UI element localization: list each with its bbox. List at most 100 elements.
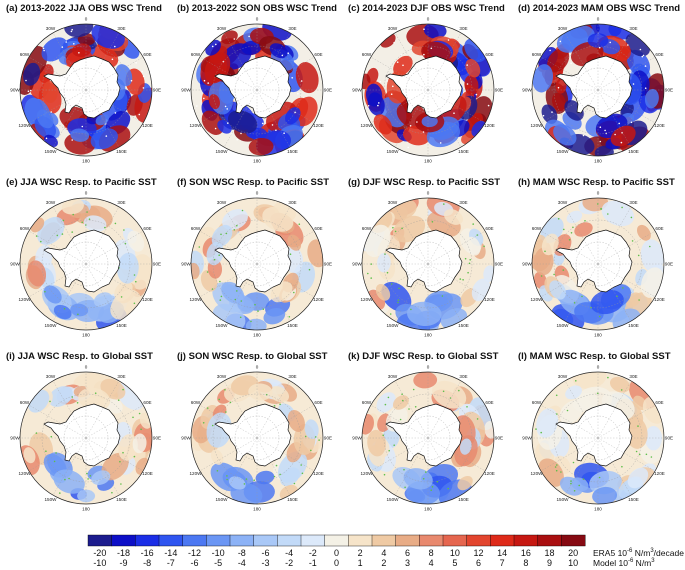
significance-dot — [71, 231, 73, 233]
significance-dot — [638, 299, 640, 301]
significance-dot — [236, 224, 238, 227]
meridian-line — [597, 437, 656, 472]
meridian-line — [85, 263, 144, 298]
significance-dot — [620, 389, 623, 391]
meridian-line — [85, 437, 120, 496]
wsc-anomaly-patch — [392, 215, 426, 243]
meridian-line — [370, 263, 429, 298]
significance-dot — [620, 141, 623, 144]
wsc-anomaly-patch — [609, 376, 631, 393]
map-border — [190, 371, 324, 505]
meridian-line — [85, 206, 120, 265]
meridian-line — [223, 263, 258, 322]
wsc-anomaly-patch — [640, 239, 664, 273]
significance-dot — [557, 86, 560, 89]
longitude-label: 120W — [18, 123, 31, 128]
wsc-anomaly-patch — [465, 236, 481, 256]
wsc-anomaly-patch — [262, 206, 294, 232]
significance-dot — [639, 48, 642, 51]
significance-dot — [273, 405, 276, 407]
meridian-line — [540, 89, 599, 124]
colorbar-tick-model: 3 — [404, 558, 410, 568]
longitude-label: 30E — [117, 200, 125, 205]
wsc-anomaly-patch — [48, 386, 73, 407]
significance-dot — [555, 394, 558, 397]
meridian-line — [427, 230, 486, 265]
significance-dot — [240, 132, 242, 135]
longitude-label: 90W — [352, 262, 362, 267]
meridian-line — [256, 437, 315, 472]
significance-dot — [572, 461, 575, 464]
longitude-label: 60W — [191, 226, 201, 231]
significance-dot — [402, 64, 404, 67]
significance-dot — [401, 227, 403, 230]
longitude-label: 90W — [181, 436, 191, 441]
longitude-label: 120E — [142, 297, 153, 302]
significance-dot — [236, 290, 238, 292]
significance-dot — [367, 105, 370, 107]
significance-dot — [392, 226, 394, 229]
wsc-anomaly-patch — [547, 48, 570, 73]
longitude-label: 180 — [82, 159, 90, 164]
significance-dot — [81, 221, 83, 224]
wsc-anomaly-patch — [627, 467, 649, 489]
significance-dot — [566, 409, 569, 412]
wsc-anomaly-patch — [132, 433, 147, 454]
significance-dot — [570, 232, 573, 234]
longitude-label: 30E — [117, 374, 125, 379]
colorbar-swatch — [419, 534, 444, 547]
meridian-line — [370, 230, 429, 265]
significance-dot — [377, 104, 379, 107]
significance-dot — [233, 229, 236, 231]
colorbar-tick-model: -9 — [119, 558, 128, 568]
meridian-line — [370, 56, 429, 91]
antarctica-coastline — [385, 229, 463, 293]
wsc-anomaly-patch — [221, 281, 245, 304]
wsc-anomaly-patch — [90, 128, 118, 150]
wsc-anomaly-patch — [280, 467, 300, 487]
colorbar-tick-model: 0 — [333, 558, 339, 568]
meridian-line — [597, 404, 656, 439]
wsc-anomaly-patch — [91, 470, 111, 485]
colorbar-tick-era5: -18 — [116, 548, 130, 558]
longitude-label: 90E — [665, 436, 673, 441]
colorbar-swatch — [348, 534, 373, 547]
longitude-label: 120W — [360, 471, 373, 476]
panel-title-g: (g) DJF WSC Resp. to Pacific SST — [348, 177, 501, 188]
significance-dot — [423, 53, 425, 56]
map-border — [190, 197, 324, 331]
significance-dot — [262, 308, 265, 310]
significance-dot — [622, 287, 624, 289]
significance-dot — [226, 478, 228, 481]
meridian-line — [427, 437, 486, 472]
colorbar-tick-era5: 12 — [473, 548, 484, 558]
wsc-anomaly-patch — [269, 386, 290, 403]
significance-dot — [219, 280, 221, 283]
latitude-circle — [553, 45, 643, 135]
wsc-anomaly-patch — [592, 486, 618, 504]
panel-title-d: (d) 2014-2023 MAM OBS WSC Trend — [518, 3, 681, 14]
wsc-anomaly-patch — [210, 449, 224, 465]
significance-dot — [141, 70, 143, 73]
panel-title-h: (h) MAM WSC Resp. to Pacific SST — [518, 177, 675, 188]
significance-dot — [211, 424, 214, 427]
longitude-label: 60W — [20, 52, 30, 57]
significance-dot — [431, 221, 434, 223]
longitude-label: 60W — [20, 400, 30, 405]
wsc-anomaly-patch — [364, 224, 391, 258]
significance-dot — [598, 315, 601, 318]
meridian-line — [564, 437, 599, 496]
significance-dot — [422, 478, 425, 480]
longitude-label: 150W — [556, 323, 569, 328]
significance-dot — [279, 473, 281, 476]
longitude-label: 30W — [46, 374, 56, 379]
significance-dot — [253, 479, 255, 481]
meridian-line — [199, 404, 258, 439]
longitude-label: 30W — [217, 26, 227, 31]
longitude-label: 30E — [288, 200, 296, 205]
colorbar-tick-era5: -4 — [285, 548, 294, 558]
significance-dot — [206, 407, 209, 409]
significance-dot — [563, 228, 565, 231]
meridian-line — [85, 230, 144, 265]
